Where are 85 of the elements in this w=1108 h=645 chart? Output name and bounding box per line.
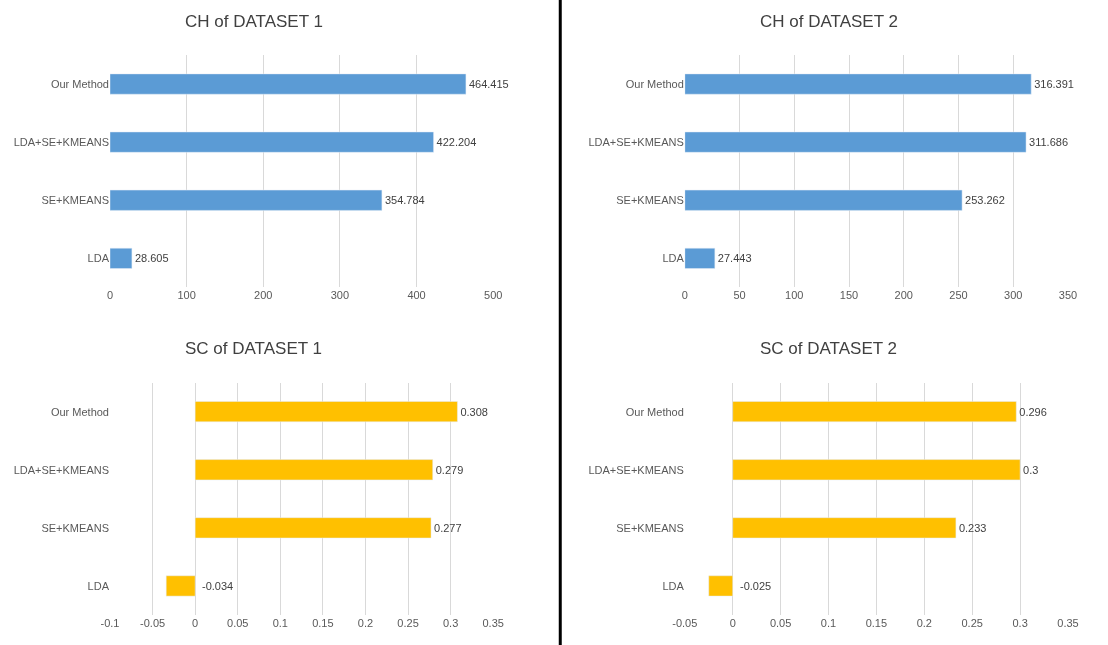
x-tick-label: 0 [192, 617, 199, 629]
x-tick-label: 0.05 [769, 617, 792, 629]
data-label: -0.034 [202, 580, 234, 592]
x-tick-label: 0 [681, 289, 688, 302]
y-tick-label: LDA [662, 252, 685, 265]
x-tick-label: 150 [839, 289, 859, 302]
bar [110, 189, 383, 211]
data-label: 253.262 [965, 194, 1005, 207]
x-tick-label: 0.3 [442, 617, 459, 629]
data-label: 464.415 [468, 78, 509, 91]
data-label: 422.204 [436, 136, 477, 149]
y-tick-label: LDA [87, 579, 110, 592]
x-tick-label: 100 [785, 289, 804, 302]
chart-title: CH of DATASET 1 [185, 12, 323, 31]
data-label: 0.3 [1023, 463, 1039, 476]
y-tick-label: LDA+SE+KMEANS [588, 463, 684, 476]
x-tick-label: 0.2 [916, 617, 932, 629]
y-tick-label: Our Method [50, 405, 109, 418]
x-tick-label: 0.25 [961, 617, 983, 629]
chart-title: CH of DATASET 2 [760, 12, 898, 31]
y-tick-label: LDA+SE+KMEANS [13, 136, 109, 148]
bar [110, 247, 133, 269]
chart-title: SC of DATASET 1 [185, 339, 322, 358]
x-tick-label: 50 [733, 289, 746, 302]
y-tick-label: SE+KMEANS [616, 194, 684, 207]
x-tick-label: 0 [106, 289, 114, 302]
data-label: 311.686 [1029, 136, 1068, 149]
x-tick-label: -0.1 [100, 617, 120, 629]
y-tick-label: Our Method [50, 77, 109, 90]
x-tick-label: 0 [729, 617, 736, 629]
y-tick-label: SE+KMEANS [41, 194, 109, 207]
bar [684, 131, 1027, 153]
x-tick-label: 200 [894, 289, 913, 302]
data-label: 354.784 [384, 194, 425, 207]
bar [110, 73, 467, 95]
y-tick-label: LDA [662, 579, 685, 592]
x-tick-label: 250 [949, 289, 968, 302]
data-label: 316.391 [1034, 78, 1074, 91]
x-tick-label: 400 [407, 289, 426, 302]
y-tick-label: LDA+SE+KMEANS [13, 463, 109, 476]
x-tick-label: 0.35 [482, 617, 504, 629]
chart-title: SC of DATASET 2 [760, 339, 897, 358]
x-tick-label: 0.05 [227, 617, 249, 629]
x-tick-label: 300 [1004, 289, 1023, 302]
bar [684, 189, 963, 211]
bar [732, 401, 1017, 423]
data-label: 0.308 [460, 405, 488, 418]
x-tick-label: 300 [330, 289, 350, 302]
y-tick-label: SE+KMEANS [41, 521, 109, 534]
x-tick-label: 0.35 [1057, 617, 1079, 629]
x-tick-label: 100 [177, 289, 196, 302]
x-tick-label: 0.1 [820, 617, 837, 629]
x-tick-label: 0.2 [357, 617, 374, 629]
x-tick-label: 0.15 [312, 617, 334, 629]
data-label: 28.605 [134, 252, 169, 265]
data-label: 0.279 [435, 463, 464, 476]
data-label: 27.443 [717, 252, 752, 265]
data-label: 0.233 [958, 521, 987, 534]
data-label: -0.025 [740, 580, 772, 592]
x-tick-label: 0.1 [272, 617, 288, 629]
x-tick-label: -0.05 [140, 617, 166, 629]
y-tick-label: LDA+SE+KMEANS [588, 136, 684, 148]
y-tick-label: LDA [87, 252, 110, 265]
bar [194, 401, 458, 423]
bar [194, 459, 433, 481]
bar [110, 131, 434, 153]
x-tick-label: 350 [1058, 289, 1078, 302]
x-tick-label: 200 [254, 289, 273, 302]
x-tick-label: 0.25 [397, 617, 419, 629]
bar [684, 247, 716, 269]
data-label: 0.296 [1019, 405, 1047, 418]
bar [194, 517, 432, 539]
y-tick-label: SE+KMEANS [616, 521, 684, 534]
bar [684, 73, 1032, 95]
bar [732, 459, 1021, 481]
y-tick-label: Our Method [625, 405, 684, 418]
bar [732, 517, 957, 539]
x-tick-label: 0.15 [865, 617, 888, 629]
data-label: 0.277 [434, 521, 462, 534]
bar [165, 575, 196, 597]
y-tick-label: Our Method [625, 77, 684, 90]
x-tick-label: 500 [484, 289, 503, 302]
bar [708, 575, 733, 597]
x-tick-label: -0.05 [672, 617, 698, 629]
x-tick-label: 0.3 [1012, 617, 1028, 629]
